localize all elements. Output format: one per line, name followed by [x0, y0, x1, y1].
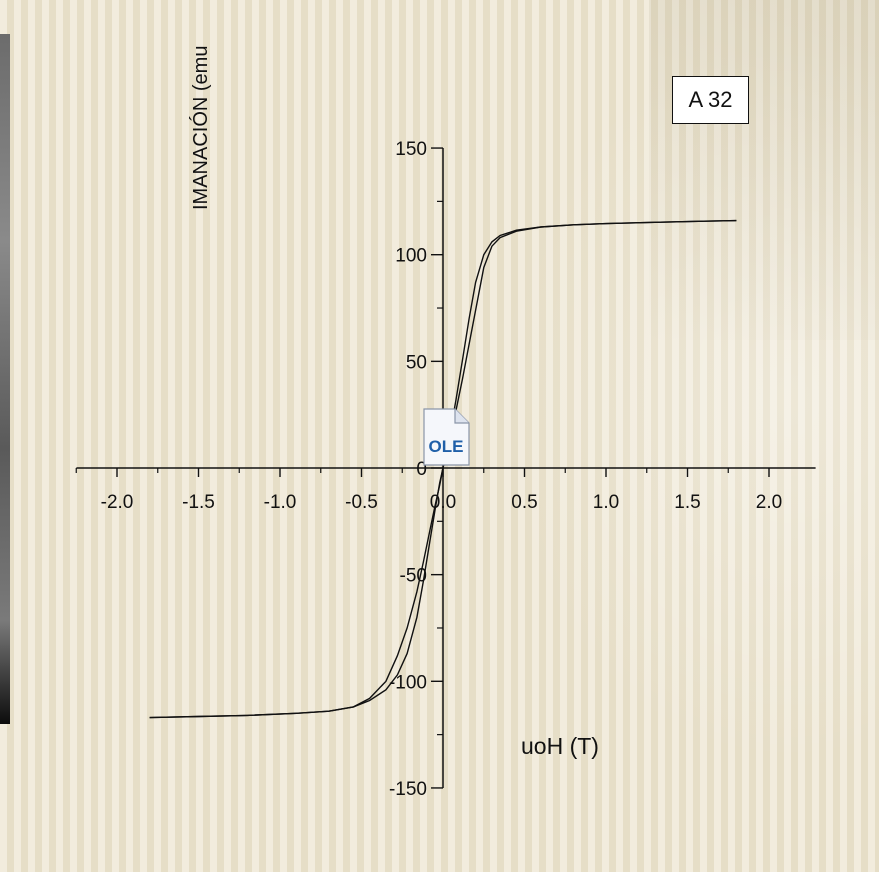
x-tick-label: 2.0 — [756, 492, 782, 513]
ole-object-icon[interactable]: OLE — [421, 407, 471, 467]
x-tick-label: 0.5 — [511, 492, 537, 513]
ole-label: OLE — [429, 437, 464, 456]
annotation-box: A 32 — [672, 76, 749, 124]
x-axis-label: uoH (T) — [521, 733, 599, 759]
x-tick-label: -1.0 — [264, 492, 297, 513]
page-fold-icon — [454, 409, 469, 424]
y-tick-label: -100 — [389, 672, 427, 693]
y-tick-label: 0 — [416, 459, 427, 480]
y-tick-label: 100 — [395, 246, 427, 267]
x-tick-label: -2.0 — [101, 492, 134, 513]
tick-labels: -2.0 -1.5 -1.0 -0.5 0.0 0.5 1.0 1.5 2.0150100500… — [101, 139, 783, 800]
background-shade — [649, 0, 879, 340]
y-tick-label: 50 — [406, 352, 427, 373]
y-tick-label: -150 — [389, 779, 427, 800]
y-axis-label: IMANACIÓN (emu — [190, 45, 212, 210]
x-tick-label: 1.5 — [674, 492, 700, 513]
axes — [76, 148, 816, 788]
x-tick-label: -0.5 — [345, 492, 378, 513]
x-tick-label: -1.5 — [182, 492, 215, 513]
y-tick-label: -50 — [400, 566, 427, 587]
y-tick-label: 150 — [395, 139, 427, 160]
x-tick-label: 1.0 — [593, 492, 619, 513]
left-photo-strip — [0, 34, 10, 724]
